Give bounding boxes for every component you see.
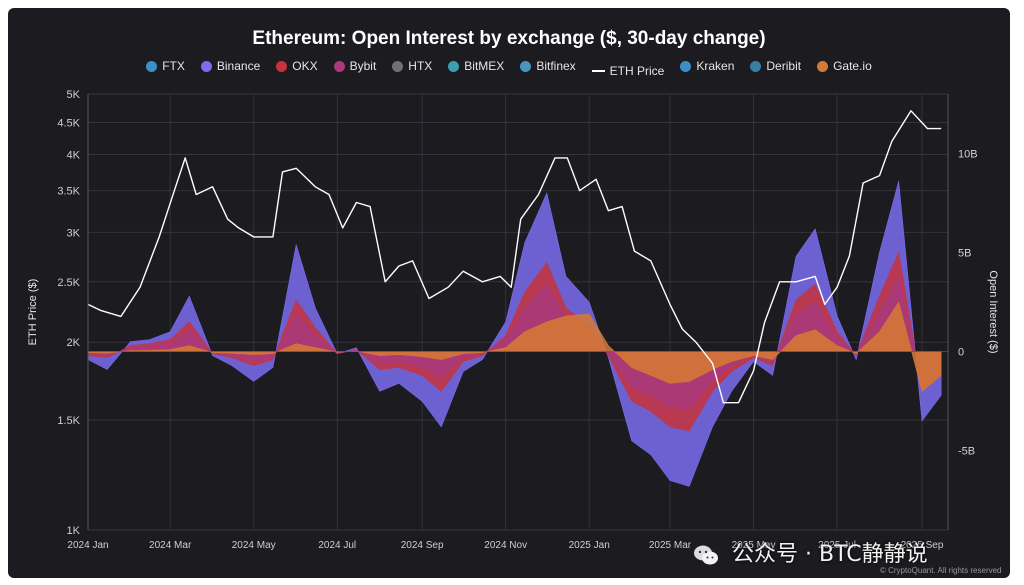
legend-label: Bitfinex [536,59,576,73]
legend-item[interactable]: Binance [200,59,261,73]
y-right-tick-label: -5B [958,446,975,458]
legend-item[interactable]: BitMEX [448,59,504,73]
watermark-text: 公众号 · BTC静静说 [732,542,928,567]
y-left-tick-label: 2K [67,337,81,349]
y-left-tick-label: 1K [67,525,81,537]
chart-title: Ethereum: Open Interest by exchange ($, … [252,28,766,49]
y-left-axis-title: ETH Price ($) [27,279,39,346]
legend-swatch [750,60,762,72]
eth-price-line [87,110,942,404]
legend-swatch [276,60,288,72]
x-tick-label: 2024 Nov [484,540,527,551]
legend-label: Kraken [696,59,735,73]
legend-swatch [680,60,692,72]
y-left-tick-label: 3.5K [57,186,80,198]
legend-label: ETH Price [609,63,665,78]
x-tick-label: 2024 Sep [401,540,444,551]
legend-item[interactable]: Bybit [333,59,377,73]
y-left-tick-label: 5K [67,89,81,101]
wechat-icon [694,545,718,565]
legend-label: Gate.io [833,59,872,73]
y-left-tick-label: 4.5K [57,118,80,130]
y-left-tick-label: 4K [67,149,81,161]
legend-swatch [333,60,345,72]
y-right-axis-title: Open Interest ($) [987,270,999,353]
legend-item[interactable]: ETH Price [591,63,665,78]
chart-frame: Ethereum: Open Interest by exchange ($, … [8,8,1010,578]
chart-plot: 2024 Jan 2024 Mar 2024 May 2024 Jul 2024 Sep… [27,89,999,551]
legend-swatch [817,60,829,72]
x-tick-label: 2025 Mar [649,540,692,551]
legend-item[interactable]: Kraken [680,59,734,73]
legend-swatch [591,69,605,72]
x-tick-label: 2025 Sep [901,540,944,551]
chart-legend: FTX Binance OKX Bybit HTX BitMEX Bitfinex ETH P… [8,59,1010,78]
legend-swatch [146,60,158,72]
x-tick-label: 2024 Mar [149,540,192,551]
legend-item[interactable]: OKX [276,59,318,73]
legend-label: HTX [408,59,433,73]
legend-item[interactable]: FTX [146,59,185,73]
legend-swatch [392,60,404,72]
legend-item[interactable]: Gate.io [817,59,872,73]
credit-text: © CryptoQuant. All rights reserved [880,566,1002,575]
x-tick-label: 2025 Jul [818,540,856,551]
oi-area-gate-io [87,301,942,392]
x-tick-label: 2025 May [732,540,776,551]
y-left-tick-label: 1.5K [57,415,80,427]
x-tick-label: 2024 Jan [67,540,108,551]
watermark: 公众号 · BTC静静说 [693,536,928,568]
legend-label: Binance [216,59,261,73]
legend-item[interactable]: Deribit [750,59,801,73]
legend-label: OKX [292,59,318,73]
y-right-tick-label: 10B [958,148,978,160]
legend-swatch [520,60,532,72]
legend-item[interactable]: Bitfinex [520,59,576,73]
y-right-tick-label: 0 [958,347,964,359]
y-left-tick-label: 3K [67,227,81,239]
legend-item[interactable]: HTX [392,59,432,73]
x-tick-label: 2025 Jan [569,540,610,551]
x-tick-label: 2024 Jul [318,540,356,551]
y-left-tick-label: 2.5K [57,277,80,289]
x-tick-label: 2024 May [232,540,276,551]
y-right-tick-label: 5B [958,248,971,260]
legend-label: FTX [162,59,185,73]
legend-swatch [200,60,212,72]
legend-swatch [448,60,460,72]
legend-label: Bybit [349,59,377,73]
legend-label: Deribit [766,59,802,73]
legend-label: BitMEX [464,59,505,73]
